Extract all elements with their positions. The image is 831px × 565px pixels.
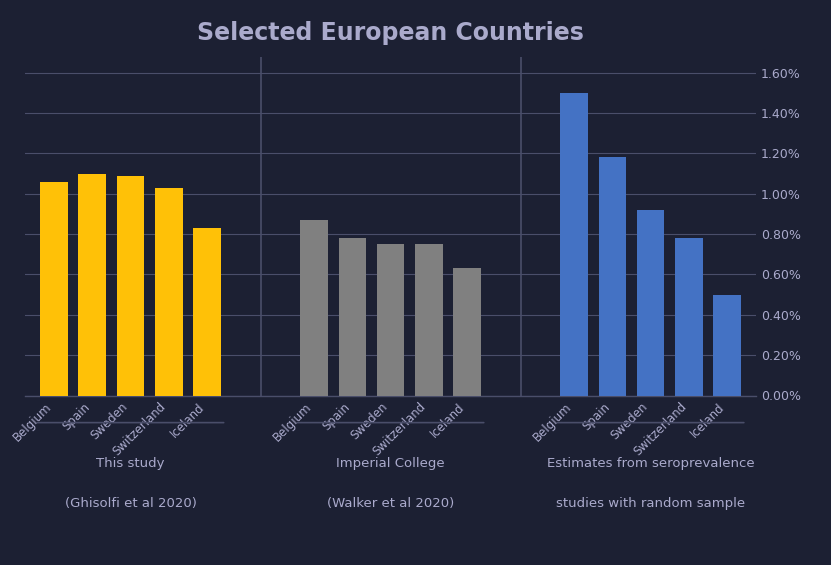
Text: This study: This study xyxy=(96,457,165,470)
Bar xyxy=(675,238,703,396)
Bar xyxy=(155,188,183,396)
Bar xyxy=(300,220,328,396)
Text: Estimates from seroprevalence: Estimates from seroprevalence xyxy=(547,457,755,470)
Bar xyxy=(194,228,221,396)
Bar xyxy=(453,268,481,396)
Bar xyxy=(598,158,627,396)
Text: (Ghisolfi et al 2020): (Ghisolfi et al 2020) xyxy=(65,497,196,510)
Bar xyxy=(40,181,68,396)
Bar xyxy=(415,244,443,396)
Bar xyxy=(338,238,366,396)
Bar xyxy=(637,210,665,396)
Title: Selected European Countries: Selected European Countries xyxy=(197,21,584,45)
Text: (Walker et al 2020): (Walker et al 2020) xyxy=(327,497,455,510)
Text: studies with random sample: studies with random sample xyxy=(556,497,745,510)
Bar xyxy=(560,93,588,396)
Bar xyxy=(713,294,741,396)
Text: Imperial College: Imperial College xyxy=(337,457,445,470)
Bar xyxy=(116,176,145,396)
Bar xyxy=(78,173,106,396)
Bar xyxy=(376,244,405,396)
